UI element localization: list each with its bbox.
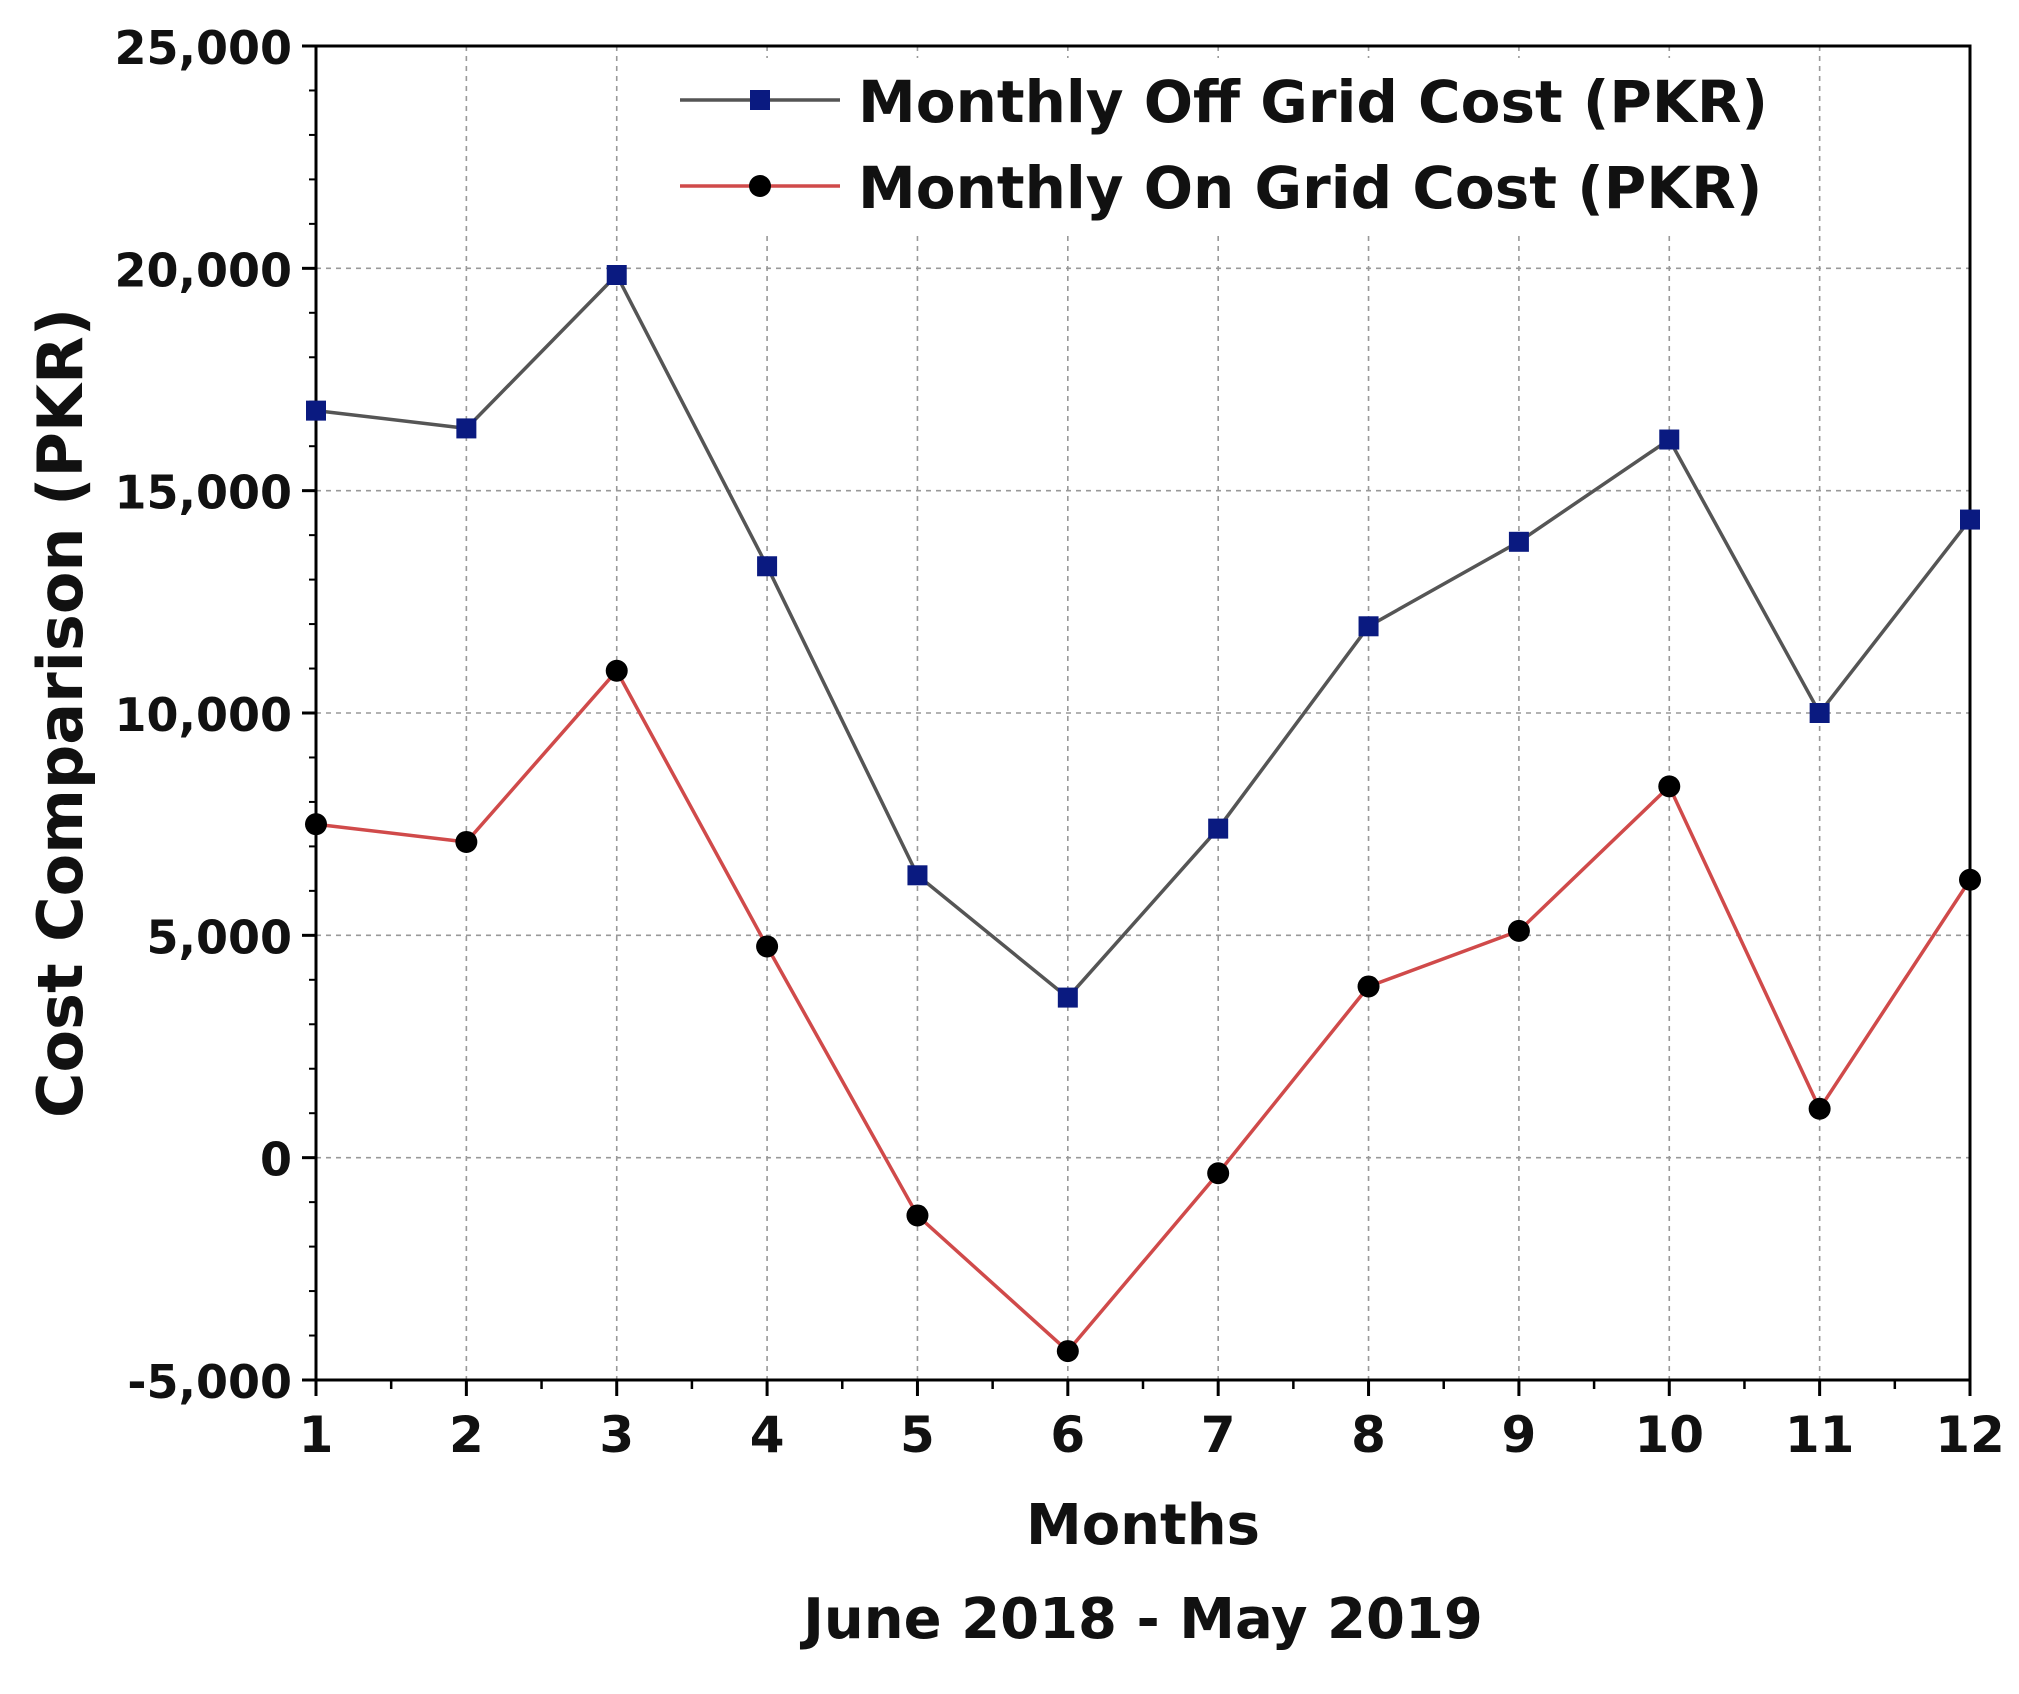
data-point: [1959, 868, 1981, 891]
data-point: [756, 935, 779, 958]
x-tick-label: 8: [1351, 1406, 1386, 1464]
series-on-grid: [305, 659, 1981, 1363]
series-line: [315, 667, 1972, 1354]
axis-ticks: 1 2 3 4 5 6 7 8 9 10 11 12-5,00005,00010,00015,0002…: [114, 21, 2004, 1464]
data-point: [1056, 1340, 1079, 1363]
x-axis-title: Months: [1026, 1493, 1260, 1558]
x-tick-label: 9: [1502, 1406, 1537, 1464]
data-point: [606, 265, 627, 286]
data-point: [1808, 1097, 1831, 1120]
x-tick-label: 10: [1634, 1406, 1704, 1464]
y-tick-label: 20,000: [114, 243, 292, 297]
legend-background: [662, 58, 1802, 236]
data-point: [1508, 531, 1529, 552]
legend-label: Monthly On Grid Cost (PKR): [858, 154, 1762, 222]
x-tick-label: 6: [1050, 1406, 1085, 1464]
data-point: [1357, 975, 1380, 998]
data-point: [456, 418, 477, 439]
data-point: [906, 1204, 929, 1227]
x-tick-label: 12: [1935, 1406, 2005, 1464]
legend-label: Monthly Off Grid Cost (PKR): [858, 68, 1768, 136]
series-off-grid: [306, 265, 1980, 1008]
x-tick-label: 2: [449, 1406, 484, 1464]
data-point: [907, 865, 928, 886]
grid: [315, 45, 1971, 1381]
data-point: [1358, 616, 1379, 637]
x-tick-label: 4: [750, 1406, 785, 1464]
x-tick-label: 3: [599, 1406, 634, 1464]
data-point: [1207, 1162, 1230, 1185]
x-tick-label: 7: [1201, 1406, 1236, 1464]
y-tick-label: 0: [260, 1133, 292, 1187]
data-point: [455, 830, 478, 853]
data-point: [1659, 429, 1680, 450]
data-point: [1658, 775, 1681, 798]
y-tick-label: 15,000: [114, 466, 292, 520]
x-tick-label: 1: [299, 1406, 334, 1464]
legend-marker: [750, 90, 770, 110]
data-point: [605, 659, 628, 682]
x-tick-label: 5: [900, 1406, 935, 1464]
legend: Monthly Off Grid Cost (PKR) Monthly On Gr…: [662, 58, 1802, 236]
data-point: [1507, 919, 1530, 942]
y-tick-label: 25,000: [114, 21, 292, 75]
x-axis-subtitle: June 2018 - May 2019: [799, 1587, 1483, 1652]
series-line: [315, 272, 1972, 1001]
y-tick-label: 5,000: [146, 910, 292, 964]
y-axis-title: Cost Comparison (PKR): [24, 308, 97, 1118]
y-tick-label: 10,000: [114, 688, 292, 742]
data-point: [1809, 703, 1830, 723]
data-point: [306, 400, 326, 421]
data-point: [1208, 818, 1229, 839]
data-point: [305, 813, 327, 836]
data-point: [757, 556, 778, 577]
legend-marker: [749, 175, 771, 197]
series-layer: [305, 265, 1981, 1363]
data-point: [1057, 987, 1078, 1008]
y-tick-label: -5,000: [127, 1355, 292, 1409]
x-tick-label: 11: [1785, 1406, 1855, 1464]
plot-frame: [314, 44, 1972, 1382]
data-point: [1960, 509, 1980, 530]
